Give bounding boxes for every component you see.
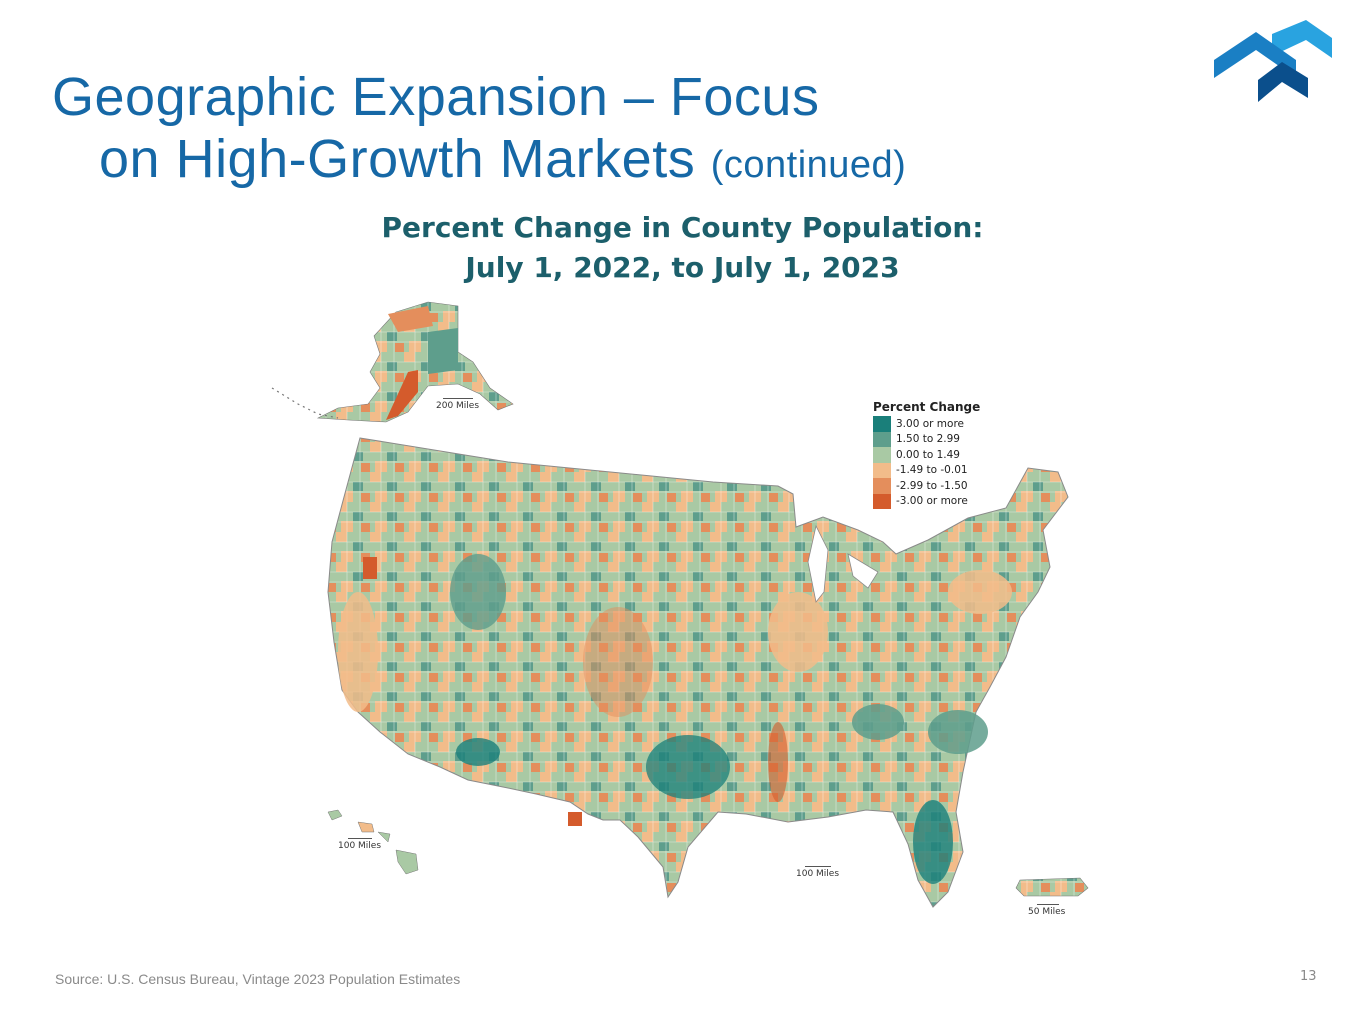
alaska-scale-line: [443, 398, 473, 399]
legend-label: -1.49 to -0.01: [896, 464, 968, 477]
contiguous-us-shape: [327, 437, 1069, 908]
hawaii-scale-line: [348, 838, 372, 839]
puerto-rico-shape: [1015, 877, 1089, 897]
northeast-decline-area: [948, 570, 1012, 614]
map-title-line1: Percent Change in County Population:: [381, 211, 984, 244]
georgia-tennessee-growth-area: [852, 704, 904, 740]
legend-swatch: [873, 478, 891, 494]
idaho-utah-growth-area: [450, 554, 506, 630]
conus-scale-label: 100 Miles: [796, 869, 840, 879]
slide-title-line2: on High-Growth Markets: [99, 129, 696, 189]
legend-swatch: [873, 447, 891, 463]
legend-swatch: [873, 416, 891, 432]
page-number: 13: [1300, 969, 1317, 984]
legend-item: -3.00 or more: [873, 493, 980, 509]
midwest-decline-area: [768, 592, 828, 672]
legend-item: 0.00 to 1.49: [873, 447, 980, 463]
hawaii-islands: [327, 809, 419, 875]
conus-scale-line: [805, 866, 831, 867]
puerto-rico-scale-label: 50 Miles: [1028, 907, 1066, 917]
logo-bottom-chevron: [1258, 62, 1308, 102]
great-lakes: [807, 524, 879, 603]
slide-title-line2-wrap: on High-Growth Markets (continued): [52, 128, 906, 196]
map-title: Percent Change in County Population: Jul…: [330, 208, 1035, 288]
mississippi-delta-decline-area: [768, 722, 788, 802]
company-logo: [1214, 20, 1332, 102]
map-title-line2: July 1, 2022, to July 1, 2023: [465, 251, 900, 284]
legend-item: -1.49 to -0.01: [873, 462, 980, 478]
nevada-decline-county: [363, 557, 377, 579]
legend-item: -2.99 to -1.50: [873, 478, 980, 494]
map-legend: Percent Change 3.00 or more 1.50 to 2.99…: [873, 400, 980, 509]
alaska-shape: [316, 301, 514, 423]
new-mexico-decline-county: [568, 812, 582, 826]
legend-swatch: [873, 462, 891, 478]
slide-title-continued: (continued): [710, 144, 907, 186]
source-note: Source: U.S. Census Bureau, Vintage 2023…: [55, 971, 461, 987]
california-decline-area: [338, 592, 378, 712]
florida-growth-area: [913, 800, 953, 884]
alaska-region-red: [386, 370, 418, 420]
alaska-region-teal: [428, 328, 458, 374]
alaska-region-orange: [388, 306, 433, 332]
alaska-scale-bar: 200 Miles: [436, 398, 480, 411]
legend-label: -3.00 or more: [896, 495, 968, 508]
slide-title: Geographic Expansion – Focus on High-Gro…: [52, 66, 906, 196]
legend-item: 1.50 to 2.99: [873, 431, 980, 447]
plains-decline-area: [583, 607, 653, 717]
hawaii-scale-label: 100 Miles: [338, 841, 382, 851]
alaska-scale-label: 200 Miles: [436, 401, 480, 411]
legend-label: -2.99 to -1.50: [896, 479, 968, 492]
logo-top-chevron: [1272, 20, 1332, 58]
slide-title-line1: Geographic Expansion – Focus: [52, 67, 820, 127]
hawaii-scale-bar: 100 Miles: [338, 838, 382, 851]
logo-left-chevron: [1214, 32, 1296, 78]
legend-swatch: [873, 493, 891, 509]
legend-item: 3.00 or more: [873, 416, 980, 432]
conus-scale-bar: 100 Miles: [796, 866, 840, 879]
legend-swatch: [873, 431, 891, 447]
arizona-growth-area: [456, 738, 500, 766]
us-county-population-map: [271, 301, 1089, 908]
puerto-rico-scale-bar: 50 Miles: [1028, 904, 1068, 917]
legend-title: Percent Change: [873, 400, 981, 414]
texas-growth-area: [646, 735, 730, 799]
legend-label: 0.00 to 1.49: [896, 448, 960, 461]
legend-label: 3.00 or more: [896, 417, 964, 430]
carolinas-growth-area: [928, 710, 988, 754]
puerto-rico-scale-line: [1037, 904, 1059, 905]
legend-label: 1.50 to 2.99: [896, 433, 960, 446]
